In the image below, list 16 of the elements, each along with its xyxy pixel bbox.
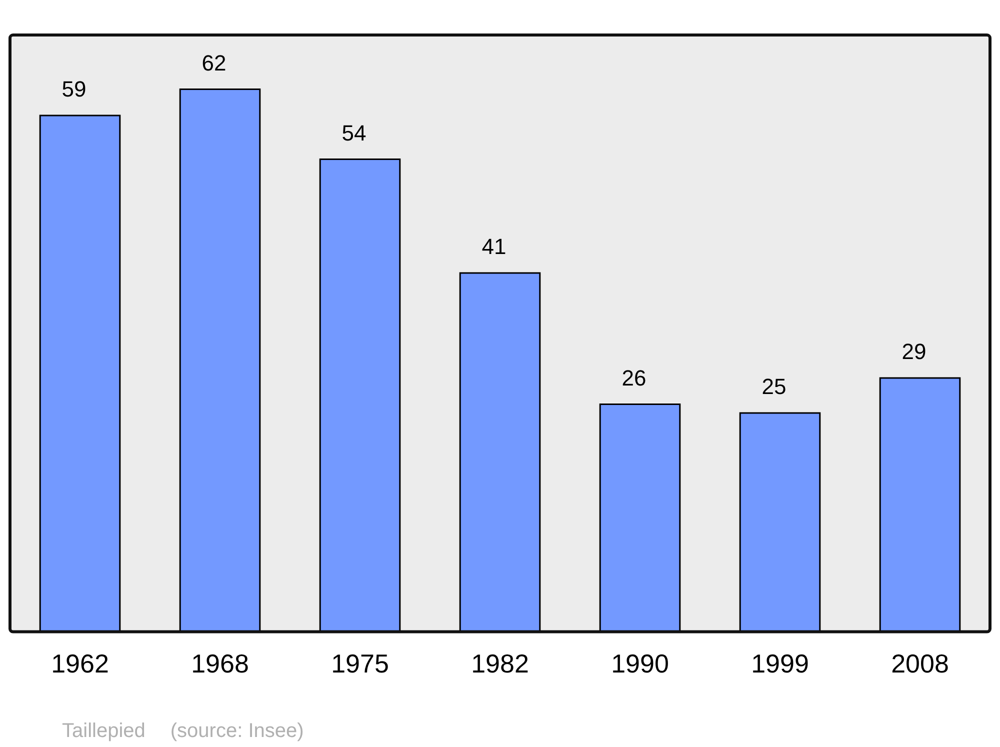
data-label: 54 — [342, 120, 366, 146]
x-tick-label: 1962 — [51, 648, 109, 679]
text: (source: Insee) — [170, 720, 304, 742]
data-label: 41 — [482, 234, 506, 260]
x-tick-label: 1990 — [611, 648, 669, 679]
x-tick-label: 1982 — [471, 648, 529, 679]
data-label: 59 — [62, 76, 86, 102]
x-tick-label: 1999 — [751, 648, 809, 679]
data-label: 62 — [202, 50, 226, 76]
x-tick-label: 1975 — [331, 648, 389, 679]
data-label: 25 — [762, 374, 786, 400]
text: Taillepied — [62, 720, 146, 742]
x-tick-label: 1968 — [191, 648, 249, 679]
x-tick-label: 2008 — [891, 648, 949, 679]
data-label: 29 — [902, 339, 926, 364]
data-label: 26 — [622, 365, 646, 390]
